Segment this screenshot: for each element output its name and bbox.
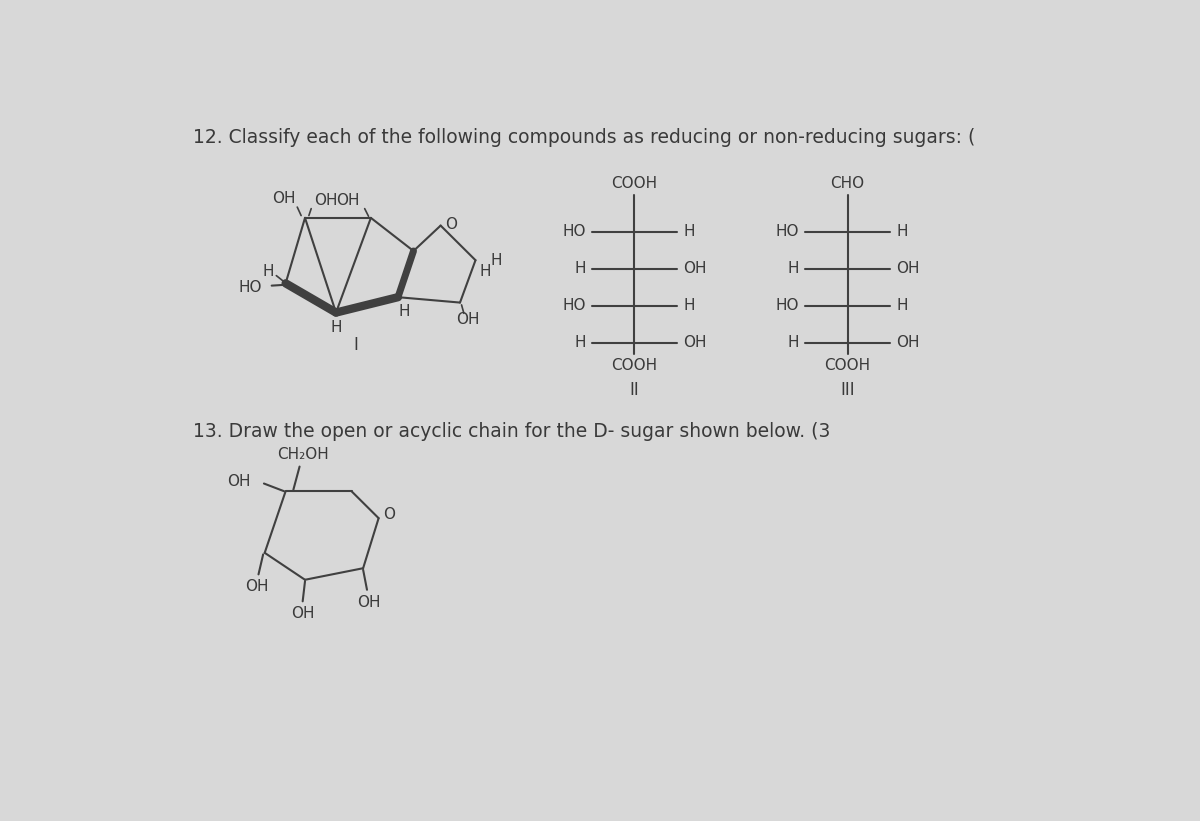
Text: OH: OH (358, 594, 382, 610)
Text: 13. Draw the open or acyclic chain for the D- sugar shown below. (3: 13. Draw the open or acyclic chain for t… (193, 422, 830, 441)
Text: OH: OH (314, 194, 338, 209)
Text: H: H (574, 335, 586, 350)
Text: HO: HO (775, 224, 799, 239)
Text: OH: OH (896, 335, 920, 350)
Text: COOH: COOH (611, 358, 658, 374)
Text: H: H (398, 304, 410, 319)
Text: OH: OH (683, 261, 707, 276)
Text: OH: OH (245, 579, 269, 594)
Text: OH: OH (456, 312, 480, 327)
Text: H: H (683, 224, 695, 239)
Text: COOH: COOH (611, 177, 658, 191)
Text: ·: · (338, 305, 342, 315)
Text: H: H (896, 224, 908, 239)
Text: HO: HO (775, 298, 799, 313)
Text: I: I (353, 336, 358, 354)
Text: O: O (445, 217, 457, 232)
Text: H: H (479, 264, 491, 279)
Text: OH: OH (896, 261, 920, 276)
Text: HO: HO (239, 280, 263, 295)
Text: H: H (263, 264, 275, 279)
Text: H: H (683, 298, 695, 313)
Text: II: II (630, 381, 640, 399)
Text: OH: OH (290, 606, 314, 621)
Text: H: H (491, 253, 503, 268)
Text: H: H (787, 335, 799, 350)
Text: 12. Classify each of the following compounds as reducing or non-reducing sugars:: 12. Classify each of the following compo… (193, 128, 974, 147)
Text: H: H (574, 261, 586, 276)
Text: H: H (330, 320, 342, 336)
Text: O: O (384, 507, 396, 522)
Text: CH₂OH: CH₂OH (277, 447, 329, 461)
Text: OH: OH (272, 191, 295, 206)
Text: OH: OH (336, 194, 359, 209)
Text: H: H (787, 261, 799, 276)
Text: CHO: CHO (830, 177, 864, 191)
Text: OH: OH (683, 335, 707, 350)
Text: HO: HO (562, 224, 586, 239)
Text: OH: OH (227, 475, 251, 489)
Text: H: H (896, 298, 908, 313)
Text: III: III (840, 381, 854, 399)
Text: HO: HO (562, 298, 586, 313)
Text: COOH: COOH (824, 358, 870, 374)
